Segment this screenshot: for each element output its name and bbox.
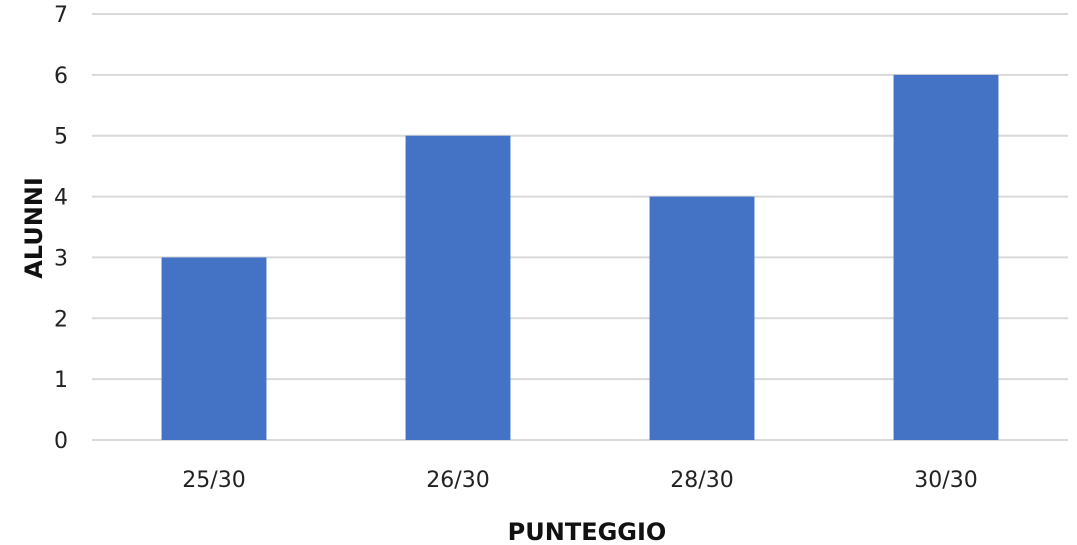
y-tick-label: 5 xyxy=(54,125,68,150)
bar-28-30 xyxy=(649,196,755,440)
x-tick-labels: 25/30 26/30 28/30 30/30 xyxy=(182,468,977,493)
y-tick-label: 3 xyxy=(54,246,68,271)
x-tick-label: 28/30 xyxy=(670,468,733,493)
y-tick-label: 1 xyxy=(54,368,68,393)
x-axis-title: PUNTEGGIO xyxy=(508,518,667,545)
y-tick-label: 2 xyxy=(54,307,68,332)
y-axis-title: ALUNNI xyxy=(20,177,48,279)
bar-25-30 xyxy=(161,257,267,440)
y-tick-labels: 0 1 2 3 4 5 6 7 xyxy=(54,3,68,454)
bar-26-30 xyxy=(405,135,511,440)
y-tick-label: 0 xyxy=(54,429,68,454)
y-tick-label: 4 xyxy=(54,186,68,211)
x-tick-label: 25/30 xyxy=(182,468,245,493)
y-tick-label: 6 xyxy=(54,64,68,89)
x-tick-label: 26/30 xyxy=(426,468,489,493)
y-tick-label: 7 xyxy=(54,3,68,28)
bar-30-30 xyxy=(893,74,999,440)
bars xyxy=(161,74,999,440)
x-tick-label: 30/30 xyxy=(914,468,977,493)
